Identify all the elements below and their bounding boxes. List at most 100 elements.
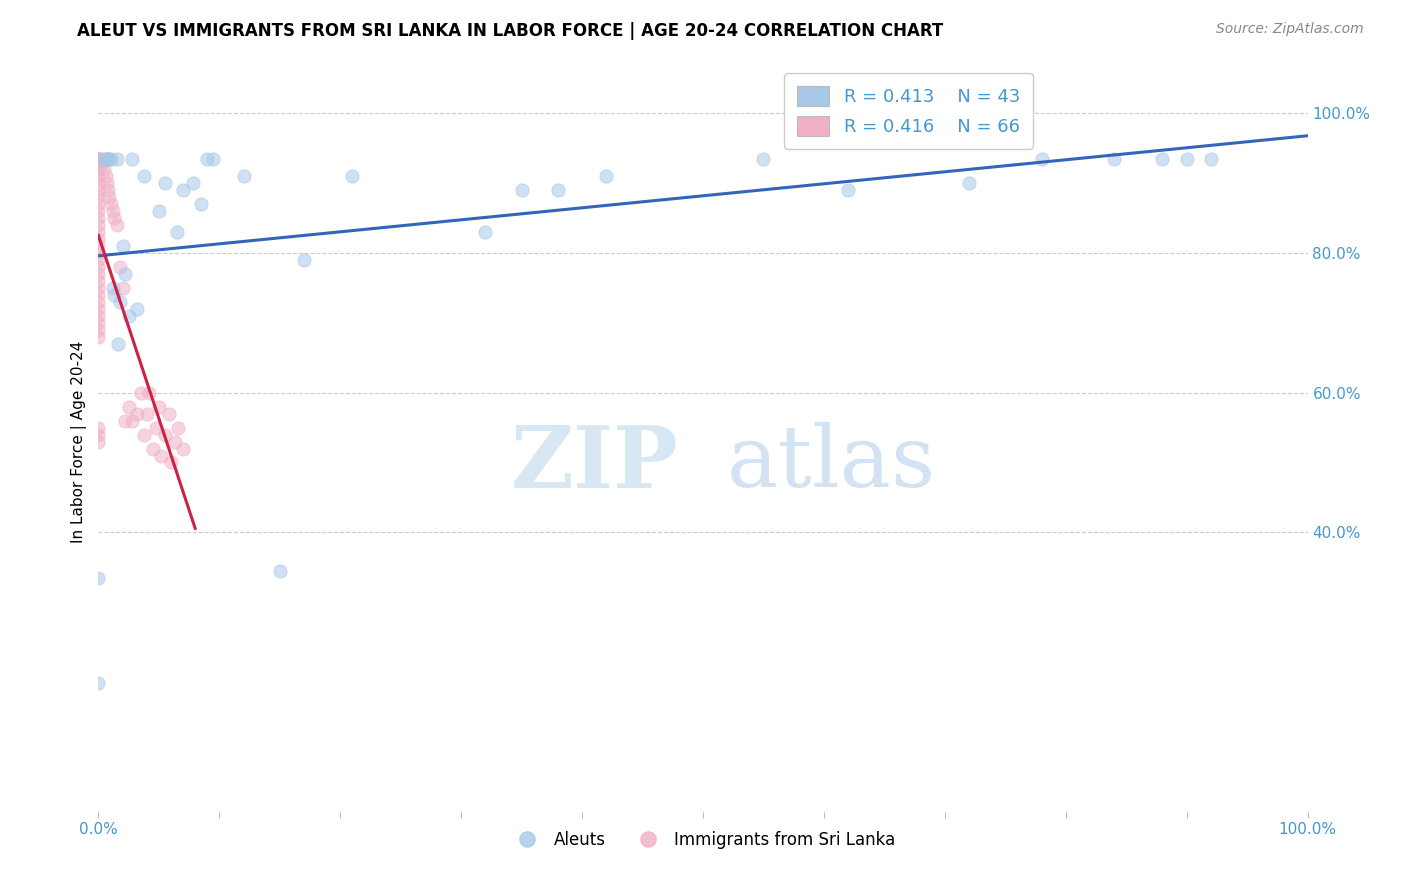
Point	[87, 675, 110, 690]
Point	[1199, 152, 1222, 166]
Point	[87, 211, 110, 225]
Point	[87, 434, 110, 449]
Point	[1175, 152, 1198, 166]
Point	[96, 152, 118, 166]
Point	[87, 420, 110, 434]
Text: atlas: atlas	[727, 422, 936, 506]
Point	[342, 169, 364, 183]
Point	[100, 152, 122, 166]
Point	[87, 252, 110, 267]
Point	[100, 197, 122, 211]
Point	[167, 420, 190, 434]
Point	[181, 176, 204, 190]
Point	[114, 414, 136, 428]
Point	[87, 183, 110, 197]
Point	[153, 176, 176, 190]
Point	[87, 152, 110, 166]
Point	[148, 204, 170, 219]
Point	[837, 183, 859, 197]
Point	[135, 407, 157, 421]
Point	[87, 309, 110, 323]
Text: Source: ZipAtlas.com: Source: ZipAtlas.com	[1216, 22, 1364, 37]
Point	[134, 427, 156, 442]
Point	[87, 246, 110, 260]
Point	[94, 169, 117, 183]
Point	[163, 434, 186, 449]
Point	[97, 183, 120, 197]
Point	[87, 571, 110, 585]
Legend: Aleuts, Immigrants from Sri Lanka: Aleuts, Immigrants from Sri Lanka	[503, 824, 903, 855]
Point	[111, 281, 134, 295]
Point	[121, 414, 143, 428]
Y-axis label: In Labor Force | Age 20-24: In Labor Force | Age 20-24	[72, 341, 87, 542]
Point	[87, 204, 110, 219]
Point	[87, 316, 110, 330]
Point	[87, 301, 110, 316]
Point	[127, 301, 149, 316]
Point	[108, 294, 131, 309]
Point	[96, 176, 118, 190]
Point	[87, 232, 110, 246]
Point	[547, 183, 569, 197]
Point	[145, 420, 167, 434]
Point	[87, 152, 110, 166]
Point	[107, 336, 129, 351]
Point	[150, 449, 173, 463]
Point	[87, 152, 110, 166]
Point	[142, 442, 165, 456]
Point	[190, 197, 212, 211]
Point	[87, 288, 110, 302]
Point	[91, 155, 114, 169]
Point	[1152, 152, 1174, 166]
Point	[101, 281, 124, 295]
Point	[87, 323, 110, 337]
Point	[138, 385, 160, 400]
Point	[101, 204, 124, 219]
Point	[129, 385, 152, 400]
Point	[93, 162, 115, 177]
Point	[87, 260, 110, 274]
Point	[94, 152, 117, 166]
Point	[103, 288, 125, 302]
Point	[292, 252, 315, 267]
Point	[87, 274, 110, 288]
Point	[148, 400, 170, 414]
Point	[172, 442, 194, 456]
Point	[87, 152, 110, 166]
Point	[87, 152, 110, 166]
Point	[87, 294, 110, 309]
Point	[91, 152, 114, 166]
Point	[87, 239, 110, 253]
Point	[157, 407, 180, 421]
Point	[87, 190, 110, 204]
Point	[103, 211, 125, 225]
Point	[1102, 152, 1125, 166]
Point	[87, 267, 110, 281]
Point	[134, 169, 156, 183]
Point	[108, 260, 131, 274]
Point	[232, 169, 254, 183]
Point	[105, 152, 128, 166]
Point	[98, 152, 121, 166]
Point	[114, 267, 136, 281]
Point	[127, 407, 149, 421]
Text: ZIP: ZIP	[510, 422, 679, 506]
Point	[87, 176, 110, 190]
Point	[595, 169, 617, 183]
Point	[87, 427, 110, 442]
Point	[474, 225, 496, 239]
Point	[118, 400, 141, 414]
Point	[166, 225, 188, 239]
Point	[111, 239, 134, 253]
Point	[93, 152, 115, 166]
Point	[195, 152, 218, 166]
Point	[97, 152, 120, 166]
Point	[1031, 152, 1053, 166]
Point	[87, 218, 110, 232]
Text: ALEUT VS IMMIGRANTS FROM SRI LANKA IN LABOR FORCE | AGE 20-24 CORRELATION CHART: ALEUT VS IMMIGRANTS FROM SRI LANKA IN LA…	[77, 22, 943, 40]
Point	[172, 183, 194, 197]
Point	[153, 427, 176, 442]
Point	[105, 218, 128, 232]
Point	[87, 152, 110, 166]
Point	[98, 190, 121, 204]
